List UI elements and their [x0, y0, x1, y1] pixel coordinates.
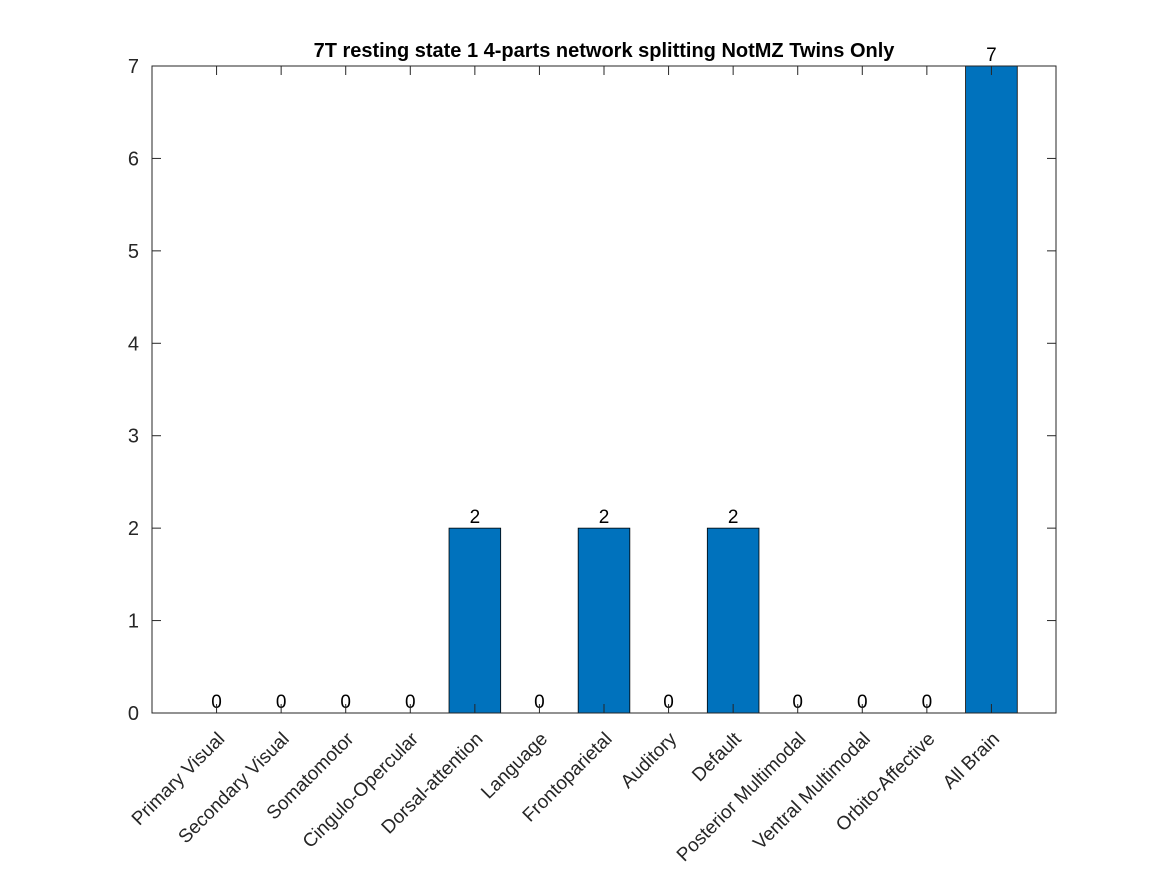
x-tick-label: Posterior Multimodal [673, 729, 810, 866]
bar-value-label: 0 [857, 692, 868, 713]
bar-value-label: 0 [276, 692, 287, 713]
bar [706, 527, 760, 714]
bar [448, 527, 502, 714]
x-tick-label: Ventral Multimodal [749, 729, 874, 854]
y-tick-label: 0 [128, 703, 139, 725]
bar-value-label: 0 [663, 692, 674, 713]
y-tick-label: 3 [128, 426, 139, 448]
x-tick-label: Cingulo-Opercular [299, 728, 423, 852]
x-tick-label: Auditory [617, 728, 681, 792]
y-tick-label: 7 [128, 56, 139, 78]
x-tick-label: Secondary Visual [175, 729, 294, 848]
bar-value-label: 0 [534, 692, 545, 713]
bar-value-label: 7 [986, 45, 997, 66]
bar-value-label: 0 [792, 692, 803, 713]
bar-value-label: 2 [599, 507, 610, 528]
chart-title: 7T resting state 1 4-parts network split… [314, 40, 896, 62]
y-tick-label: 2 [128, 518, 139, 540]
y-tick-labels: 0 1 2 3 4 5 6 7 [128, 56, 139, 725]
bar [965, 65, 1018, 714]
data-labels-group: 0 0 0 0 2 0 2 0 2 0 0 0 7 [211, 45, 996, 713]
y-tick-label: 1 [128, 611, 139, 633]
x-tick-label: All Brain [939, 729, 1004, 794]
bar [577, 527, 631, 714]
bar-value-label: 0 [922, 692, 933, 713]
y-tick-label: 6 [128, 148, 139, 170]
bars-group [448, 65, 1018, 714]
y-tick-label: 4 [128, 333, 139, 355]
x-tick-label: Default [688, 728, 746, 786]
ticks-group [152, 65, 1056, 714]
bar-value-label: 2 [470, 507, 481, 528]
bar-value-label: 0 [405, 692, 416, 713]
bar-value-label: 0 [340, 692, 351, 713]
y-tick-label: 5 [128, 241, 139, 263]
bar-value-label: 0 [211, 692, 222, 713]
bar-value-label: 2 [728, 507, 739, 528]
